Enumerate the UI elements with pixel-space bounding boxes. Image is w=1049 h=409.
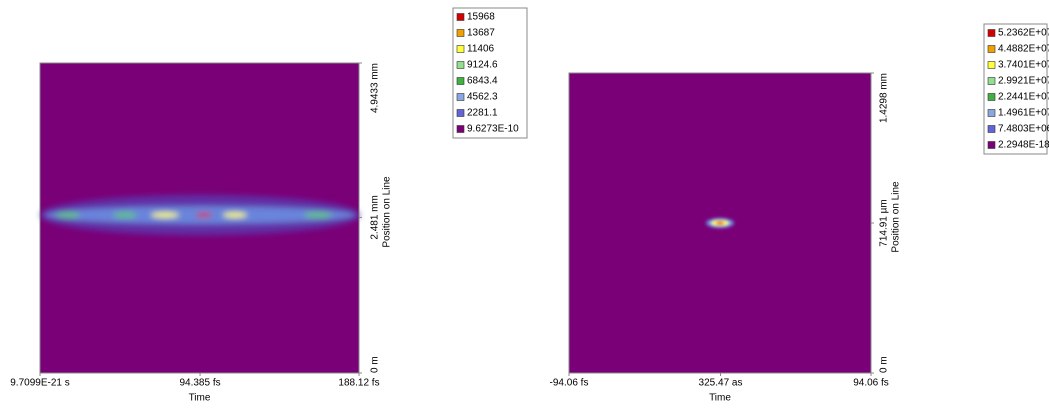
y-axis-label: Position on Line (891, 181, 902, 253)
plot-frame (39, 62, 360, 374)
legend-label: 15968 (467, 12, 495, 23)
legend-label: 2.2441E+07 (998, 92, 1049, 103)
legend-label: 4.4882E+07 (998, 44, 1049, 55)
x-tick-label: -94.06 fs (550, 378, 589, 389)
y-tick-label: 0 m (370, 356, 381, 373)
legend-swatch (987, 141, 996, 149)
legend-label: 2.2948E-18 (998, 140, 1049, 151)
legend-label: 4562.3 (467, 92, 498, 103)
legend-swatch (456, 77, 465, 85)
legend-swatch (987, 93, 996, 101)
legend-swatch (987, 29, 996, 37)
heatmap-2-field (569, 73, 871, 373)
legend-swatch (456, 93, 465, 101)
legend-swatch (456, 109, 465, 117)
legend-swatch (456, 13, 465, 21)
y-tick-label: 1.4298 mm (879, 73, 890, 123)
legend-swatch (456, 125, 465, 133)
legend-label: 3.7401E+07 (998, 60, 1049, 71)
legend-box (452, 7, 528, 139)
legend-label: 11406 (467, 44, 495, 55)
heatmap-1-field (40, 63, 360, 373)
legend-label: 9124.6 (467, 60, 498, 71)
x-tick-label: 94.06 fs (853, 378, 889, 389)
legend-swatch (456, 29, 465, 37)
y-tick-label: 4.9433 mm (370, 63, 381, 113)
y-axis-label: Position on Line (382, 176, 393, 248)
legend-label: 1.4961E+07 (998, 108, 1049, 119)
legend-swatch (456, 61, 465, 69)
legend-label: 2281.1 (467, 108, 498, 119)
legend-swatch (987, 61, 996, 69)
x-tick-label: 94.385 fs (179, 378, 220, 389)
x-tick-label: 325.47 as (699, 378, 743, 389)
legend-label: 2.9921E+07 (998, 76, 1049, 87)
y-tick-label: 714.91 µm (879, 199, 890, 246)
legend-label: 9.6273E-10 (467, 124, 519, 135)
x-axis-label: Time (189, 393, 211, 404)
y-tick-label: 0 m (879, 356, 890, 373)
y-tick-label: 2.481 mm (370, 195, 381, 239)
x-axis-label: Time (709, 393, 731, 404)
legend-swatch (987, 109, 996, 117)
legend-swatch (987, 77, 996, 85)
legend-label: 6843.4 (467, 76, 498, 87)
legend-label: 7.4803E+06 (998, 124, 1049, 135)
x-tick-label: 9.7099E-21 s (10, 378, 70, 389)
legend-swatch (456, 45, 465, 53)
legend-label: 5.2362E+07 (998, 28, 1049, 39)
legend-label: 13687 (467, 28, 495, 39)
legend-swatch (987, 45, 996, 53)
x-tick-label: 188.12 fs (338, 378, 379, 389)
legend-swatch (987, 125, 996, 133)
